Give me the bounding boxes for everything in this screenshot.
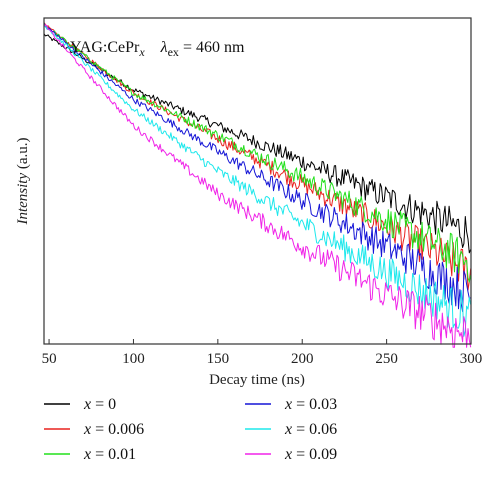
legend-item: x = 0.01: [44, 446, 136, 463]
x-tick-label: 50: [42, 351, 57, 367]
legend-label: x = 0: [83, 396, 116, 413]
plot-frame: [43, 17, 472, 345]
x-tick-label: 200: [291, 351, 314, 367]
series-line-4: [43, 24, 472, 337]
legend-label: x = 0.006: [83, 421, 144, 438]
legend-label: x = 0.03: [284, 396, 337, 413]
x-axis-title: Decay time (ns): [209, 372, 305, 388]
plot-curves: [43, 22, 472, 348]
legend-item: x = 0.03: [245, 396, 337, 413]
legend: x = 0 x = 0.006 x = 0.01 x = 0.03 x = 0.06 x …: [44, 396, 337, 463]
x-tick-label: 300: [460, 351, 483, 367]
series-line-3: [43, 22, 471, 313]
x-tick-label: 250: [375, 351, 398, 367]
legend-item: x = 0.006: [44, 421, 144, 438]
x-axis-ticks: 50 100 150 200 250 300: [42, 339, 483, 367]
x-tick-label: 150: [207, 351, 230, 367]
y-axis-title: Intensity (a.u.): [15, 137, 31, 225]
series-line-5: [43, 24, 472, 348]
x-tick-label: 100: [122, 351, 145, 367]
legend-label: x = 0.01: [83, 446, 136, 463]
legend-item: x = 0.06: [245, 421, 337, 438]
legend-label: x = 0.06: [284, 421, 337, 438]
legend-item: x = 0.09: [245, 446, 337, 463]
chart-annotation: YAG:CePrx λex = 460 nm: [70, 39, 245, 59]
legend-item: x = 0: [44, 396, 116, 413]
series-line-2: [43, 23, 472, 283]
legend-label: x = 0.09: [284, 446, 337, 463]
